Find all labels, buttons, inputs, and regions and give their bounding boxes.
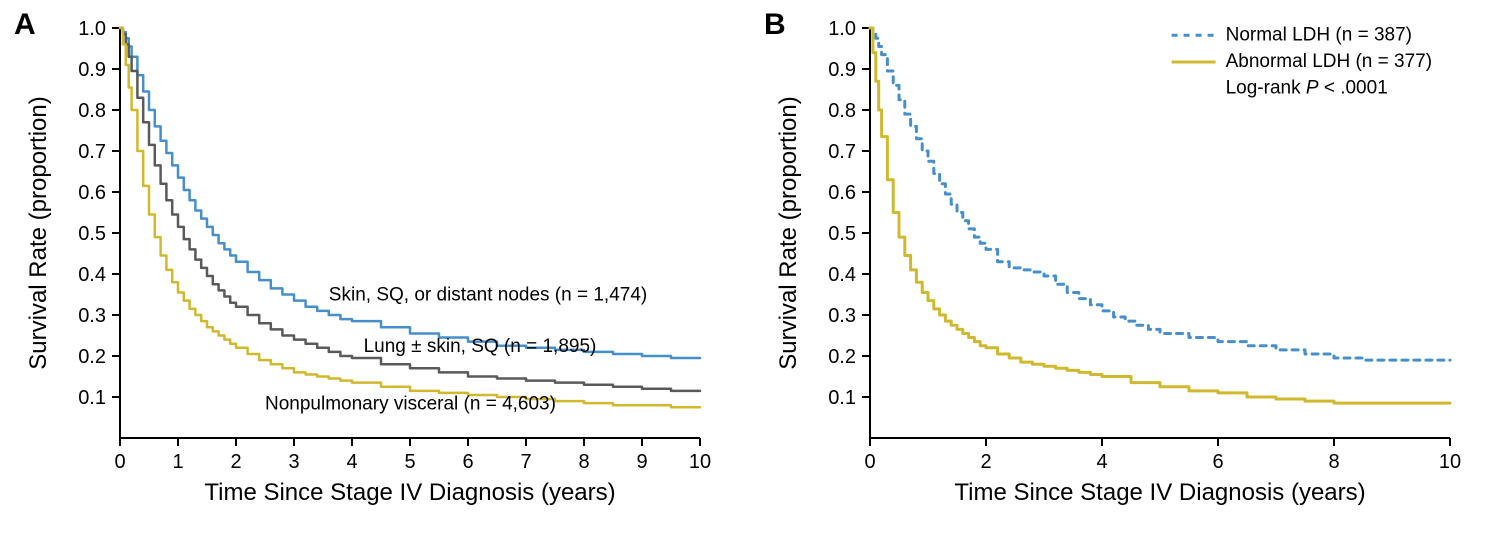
svg-text:0.9: 0.9 bbox=[828, 59, 856, 81]
svg-text:10: 10 bbox=[1439, 451, 1461, 473]
svg-text:0.6: 0.6 bbox=[828, 182, 856, 204]
svg-text:0.2: 0.2 bbox=[828, 346, 856, 368]
svg-text:0.6: 0.6 bbox=[78, 182, 106, 204]
panel-b-letter: B bbox=[764, 8, 786, 42]
series-label-lung-skin-sq: Lung ± skin, SQ (n = 1,895) bbox=[364, 336, 597, 357]
svg-text:8: 8 bbox=[578, 451, 589, 473]
svg-text:0.2: 0.2 bbox=[78, 346, 106, 368]
svg-text:0.1: 0.1 bbox=[78, 387, 106, 409]
svg-text:2: 2 bbox=[980, 451, 991, 473]
svg-text:Time Since Stage IV Diagnosis: Time Since Stage IV Diagnosis (years) bbox=[954, 479, 1365, 506]
legend-stat: Log-rank P < .0001 bbox=[1226, 78, 1388, 99]
series-label-nonpulmonary-visceral: Nonpulmonary visceral (n = 4,603) bbox=[265, 393, 556, 414]
svg-text:Time Since Stage IV Diagnosis: Time Since Stage IV Diagnosis (years) bbox=[204, 479, 615, 506]
svg-text:9: 9 bbox=[636, 451, 647, 473]
svg-text:0.7: 0.7 bbox=[78, 141, 106, 163]
svg-text:0.4: 0.4 bbox=[78, 264, 106, 286]
svg-text:0.9: 0.9 bbox=[78, 59, 106, 81]
svg-text:7: 7 bbox=[520, 451, 531, 473]
svg-text:10: 10 bbox=[689, 451, 711, 473]
svg-text:0.8: 0.8 bbox=[828, 100, 856, 122]
svg-text:3: 3 bbox=[288, 451, 299, 473]
panel-b-chart: 0 2 4 6 8 10 0.1 0.2 0.3 0.4 0.5 0.6 0.7 0.8 0.9 1.0 Tim… bbox=[750, 0, 1500, 548]
svg-text:0.1: 0.1 bbox=[828, 387, 856, 409]
series-skin-sq-nodes bbox=[120, 28, 700, 358]
svg-text:2: 2 bbox=[230, 451, 241, 473]
svg-text:1.0: 1.0 bbox=[828, 18, 856, 40]
panel-a-chart: 0 1 2 3 4 5 6 7 8 9 10 0.1 0.2 0.3 0.4 0.5 0.6 0.7 0.8 0.9 1… bbox=[0, 0, 750, 548]
svg-text:0.3: 0.3 bbox=[78, 305, 106, 327]
legend-label-abnormal-ldh: Abnormal LDH (n = 377) bbox=[1226, 51, 1432, 72]
svg-text:8: 8 bbox=[1328, 451, 1339, 473]
figure-root: A 0 1 2 3 4 5 6 7 8 9 10 0.1 0.2 0.3 0.4 0.5 0.6 0.7 0.8 0.… bbox=[0, 0, 1500, 548]
svg-text:Survival Rate (proportion): Survival Rate (proportion) bbox=[775, 96, 802, 369]
svg-text:0.3: 0.3 bbox=[828, 305, 856, 327]
svg-text:0: 0 bbox=[114, 451, 125, 473]
series-label-skin-sq-nodes: Skin, SQ, or distant nodes (n = 1,474) bbox=[329, 285, 647, 306]
panel-a: A 0 1 2 3 4 5 6 7 8 9 10 0.1 0.2 0.3 0.4 0.5 0.6 0.7 0.8 0.… bbox=[0, 0, 750, 548]
legend-label-normal-ldh: Normal LDH (n = 387) bbox=[1226, 24, 1412, 45]
svg-text:0.8: 0.8 bbox=[78, 100, 106, 122]
panel-a-letter: A bbox=[14, 8, 36, 42]
svg-text:0.5: 0.5 bbox=[828, 223, 856, 245]
svg-text:5: 5 bbox=[404, 451, 415, 473]
svg-text:6: 6 bbox=[1212, 451, 1223, 473]
panel-b: B 0 2 4 6 8 10 0.1 0.2 0.3 0.4 0.5 0.6 0.7 0.8 0.9 1.0 T… bbox=[750, 0, 1500, 548]
svg-text:0.4: 0.4 bbox=[828, 264, 856, 286]
svg-text:Survival Rate (proportion): Survival Rate (proportion) bbox=[25, 96, 52, 369]
svg-text:6: 6 bbox=[462, 451, 473, 473]
svg-text:4: 4 bbox=[1096, 451, 1107, 473]
svg-text:1.0: 1.0 bbox=[78, 18, 106, 40]
svg-text:0: 0 bbox=[864, 451, 875, 473]
svg-text:1: 1 bbox=[172, 451, 183, 473]
svg-text:0.7: 0.7 bbox=[828, 141, 856, 163]
svg-text:0.5: 0.5 bbox=[78, 223, 106, 245]
svg-text:4: 4 bbox=[346, 451, 357, 473]
